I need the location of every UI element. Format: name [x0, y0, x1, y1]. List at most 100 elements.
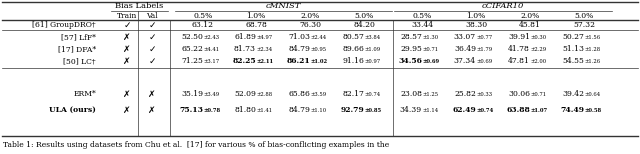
Text: Bias Labels: Bias Labels: [115, 2, 164, 10]
Text: ±1.10: ±1.10: [310, 108, 326, 113]
Text: 0.5%: 0.5%: [412, 12, 431, 20]
Text: [61] GroupDRO†: [61] GroupDRO†: [33, 21, 96, 29]
Text: ✓: ✓: [148, 57, 156, 65]
Text: 5.0%: 5.0%: [355, 12, 374, 20]
Text: ±1.25: ±1.25: [422, 92, 438, 97]
Text: ✗: ✗: [148, 89, 156, 99]
Text: ✗: ✗: [148, 105, 156, 115]
Text: 84.79: 84.79: [288, 106, 310, 114]
Text: ±0.74: ±0.74: [364, 92, 380, 97]
Text: 33.07: 33.07: [454, 33, 476, 41]
Text: 84.20: 84.20: [353, 21, 375, 29]
Text: 41.78: 41.78: [508, 45, 530, 53]
Text: ±2.43: ±2.43: [203, 35, 219, 40]
Text: cMNIST: cMNIST: [266, 2, 301, 10]
Text: 71.03: 71.03: [288, 33, 310, 41]
Text: Table 1: Results using datasets from Chu et al.  [17] for various % of bias-conf: Table 1: Results using datasets from Chu…: [3, 141, 389, 149]
Text: ±3.49: ±3.49: [203, 92, 219, 97]
Text: 62.49: 62.49: [452, 106, 476, 114]
Text: 47.81: 47.81: [508, 57, 530, 65]
Text: ±0.74: ±0.74: [476, 108, 493, 113]
Text: ✓: ✓: [148, 45, 156, 53]
Text: Val: Val: [146, 12, 158, 20]
Text: 34.39: 34.39: [400, 106, 422, 114]
Text: ✗: ✗: [124, 89, 131, 99]
Text: [57] LfF*: [57] LfF*: [61, 33, 96, 41]
Text: 52.09: 52.09: [234, 90, 256, 98]
Text: 61.89: 61.89: [234, 33, 256, 41]
Text: ✓: ✓: [148, 32, 156, 41]
Text: 1.0%: 1.0%: [467, 12, 486, 20]
Text: ±4.41: ±4.41: [203, 47, 219, 52]
Text: ±1.26: ±1.26: [584, 59, 600, 64]
Text: 2.0%: 2.0%: [520, 12, 540, 20]
Text: ±1.56: ±1.56: [584, 35, 600, 40]
Text: ±2.44: ±2.44: [310, 35, 326, 40]
Text: 63.12: 63.12: [192, 21, 214, 29]
Text: ✗: ✗: [124, 105, 131, 115]
Text: ✓: ✓: [124, 20, 131, 30]
Text: 37.34: 37.34: [454, 57, 476, 65]
Text: ✗: ✗: [124, 32, 131, 41]
Text: 50.27: 50.27: [562, 33, 584, 41]
Text: 65.22: 65.22: [181, 45, 203, 53]
Text: ERM*: ERM*: [73, 90, 96, 98]
Text: ±0.71: ±0.71: [422, 47, 438, 52]
Text: ULA (ours): ULA (ours): [49, 106, 96, 114]
Text: 81.73: 81.73: [234, 45, 256, 53]
Text: 1.0%: 1.0%: [246, 12, 266, 20]
Text: 82.17: 82.17: [342, 90, 364, 98]
Text: 86.21: 86.21: [286, 57, 310, 65]
Text: ±1.79: ±1.79: [476, 47, 492, 52]
Text: ±0.85: ±0.85: [364, 108, 381, 113]
Text: ±1.41: ±1.41: [256, 108, 272, 113]
Text: 36.49: 36.49: [454, 45, 476, 53]
Text: 51.13: 51.13: [562, 45, 584, 53]
Text: ±1.28: ±1.28: [584, 47, 600, 52]
Text: ±3.84: ±3.84: [364, 35, 380, 40]
Text: ±4.97: ±4.97: [256, 35, 272, 40]
Text: 38.30: 38.30: [465, 21, 487, 29]
Text: ±0.77: ±0.77: [476, 35, 492, 40]
Text: 82.25: 82.25: [232, 57, 256, 65]
Text: ±0.71: ±0.71: [530, 92, 546, 97]
Text: 39.91: 39.91: [508, 33, 530, 41]
Text: 74.49: 74.49: [560, 106, 584, 114]
Text: [17] DFA*: [17] DFA*: [58, 45, 96, 53]
Text: 84.79: 84.79: [288, 45, 310, 53]
Text: ±2.29: ±2.29: [530, 47, 546, 52]
Text: 52.50: 52.50: [181, 33, 203, 41]
Text: 23.08: 23.08: [400, 90, 422, 98]
Text: ±1.09: ±1.09: [364, 47, 380, 52]
Text: 92.79: 92.79: [340, 106, 364, 114]
Text: 91.16: 91.16: [342, 57, 364, 65]
Text: ±2.34: ±2.34: [256, 47, 272, 52]
Text: 2.0%: 2.0%: [300, 12, 319, 20]
Text: 68.78: 68.78: [245, 21, 267, 29]
Text: 30.06: 30.06: [508, 90, 530, 98]
Text: 28.57: 28.57: [400, 33, 422, 41]
Text: ±1.30: ±1.30: [422, 35, 438, 40]
Text: 35.19: 35.19: [181, 90, 203, 98]
Text: ±0.33: ±0.33: [476, 92, 492, 97]
Text: 33.44: 33.44: [411, 21, 433, 29]
Text: cCIFAR10: cCIFAR10: [482, 2, 524, 10]
Text: 80.57: 80.57: [342, 33, 364, 41]
Text: ✓: ✓: [148, 20, 156, 30]
Text: 29.95: 29.95: [400, 45, 422, 53]
Text: 5.0%: 5.0%: [574, 12, 594, 20]
Text: 71.25: 71.25: [181, 57, 203, 65]
Text: ±3.59: ±3.59: [310, 92, 326, 97]
Text: 65.86: 65.86: [288, 90, 310, 98]
Text: ±2.11: ±2.11: [256, 59, 273, 64]
Text: ±0.69: ±0.69: [422, 59, 439, 64]
Text: 45.81: 45.81: [519, 21, 541, 29]
Text: [50] LC†: [50] LC†: [63, 57, 96, 65]
Text: ±0.64: ±0.64: [584, 92, 600, 97]
Text: 76.30: 76.30: [299, 21, 321, 29]
Text: 0.5%: 0.5%: [193, 12, 212, 20]
Text: Train: Train: [117, 12, 137, 20]
Text: ±0.95: ±0.95: [310, 47, 326, 52]
Text: ±1.14: ±1.14: [422, 108, 438, 113]
Text: ±0.30: ±0.30: [530, 35, 546, 40]
